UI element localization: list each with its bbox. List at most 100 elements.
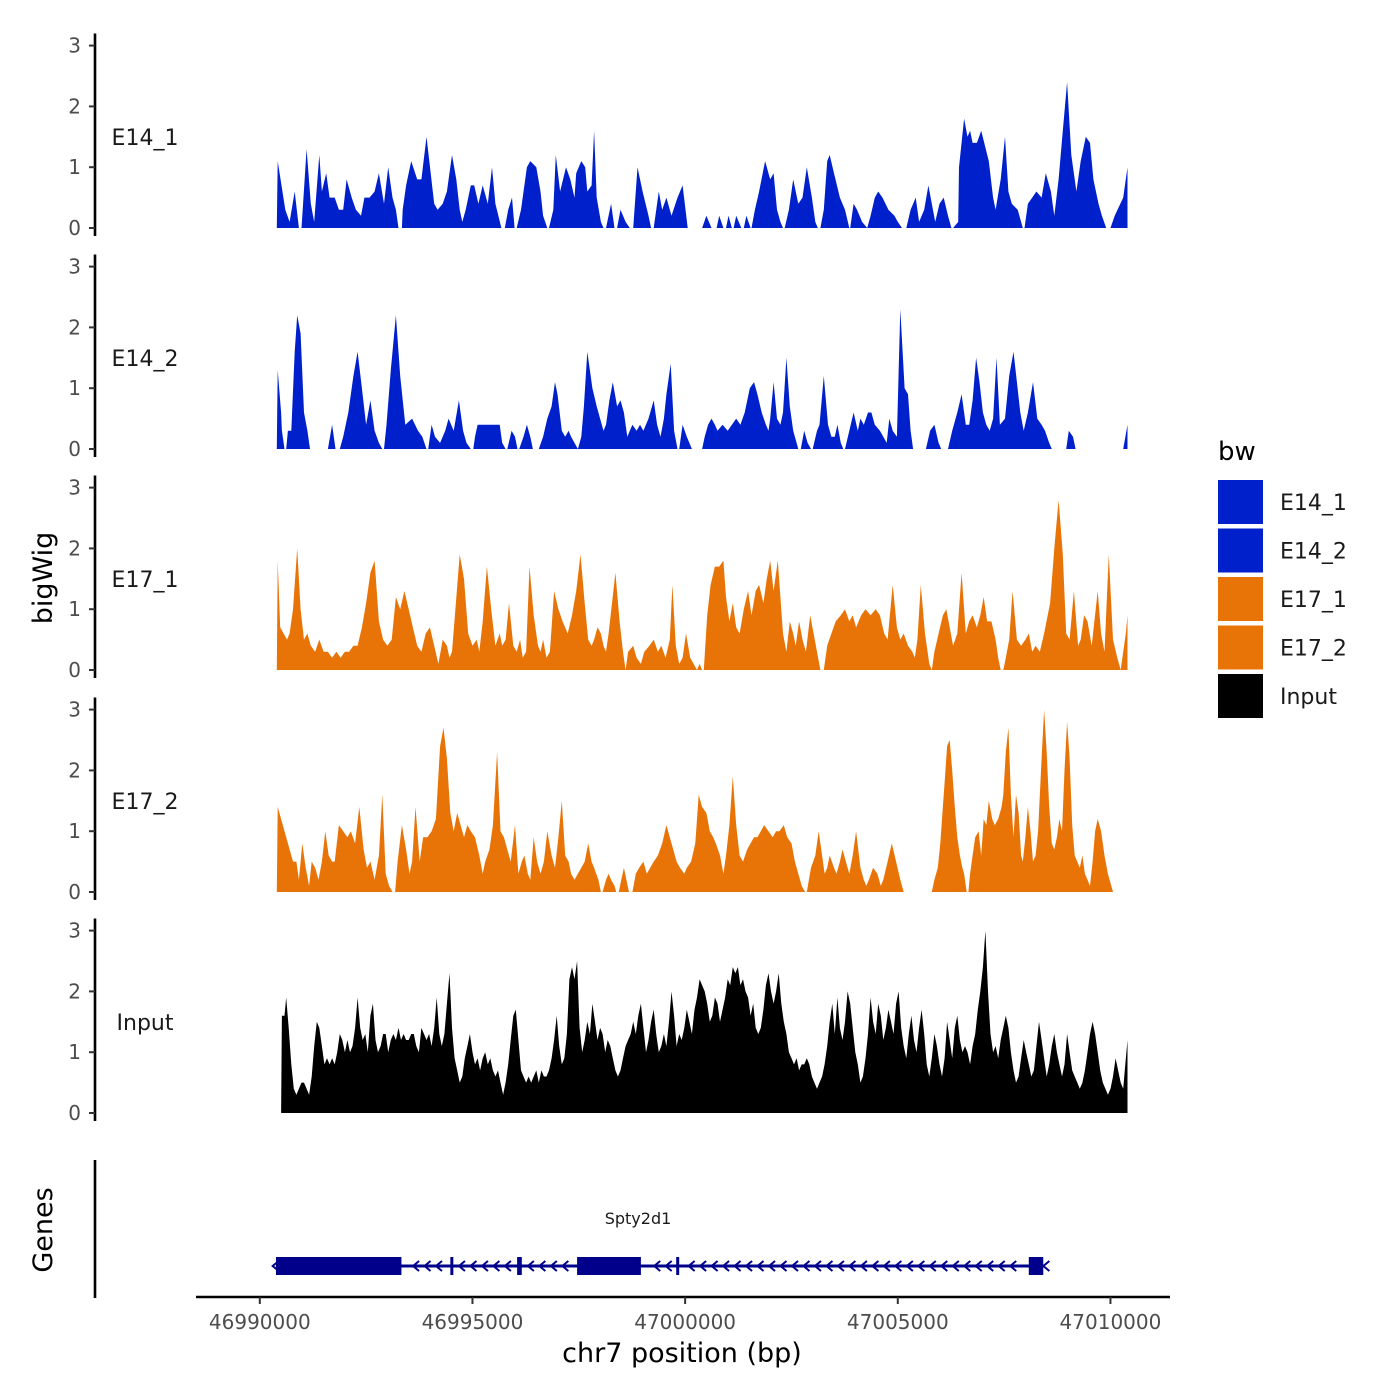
gene-exon: [1028, 1257, 1044, 1275]
strand-arrow: [859, 1260, 868, 1272]
strand-arrow: [778, 1260, 788, 1272]
y-tick-label: 3: [68, 34, 81, 58]
strand-arrow: [882, 1260, 891, 1272]
y-tick-label: 1: [68, 819, 81, 843]
strand-arrow: [755, 1260, 765, 1272]
y-tick-label: 2: [68, 536, 81, 560]
strand-arrow: [985, 1260, 994, 1272]
strand-arrow: [480, 1260, 489, 1272]
track-label: E14_2: [112, 347, 179, 372]
strand-arrow: [870, 1260, 880, 1272]
legend-swatch: [1218, 625, 1263, 670]
y-axis-title: bigWig: [28, 532, 59, 625]
legend-item: E17_1: [1218, 577, 1347, 621]
track-label: E17_2: [112, 790, 179, 815]
gene-track: Spty2d1: [93, 1160, 1051, 1298]
strand-arrow: [893, 1260, 903, 1272]
legend-item: E17_2: [1218, 625, 1347, 670]
strand-arrow: [836, 1260, 845, 1272]
strand-arrow: [1041, 1260, 1051, 1272]
strand-arrow: [411, 1260, 420, 1272]
strand-arrow: [801, 1260, 811, 1272]
strand-arrow: [503, 1260, 512, 1272]
gene-exon: [517, 1257, 522, 1275]
legend-item: Input: [1218, 674, 1337, 718]
y-tick-label: 0: [68, 1101, 81, 1125]
track-Input: 0 1 2 3 Input: [68, 918, 1128, 1125]
y-tick-label: 0: [68, 437, 81, 461]
tracks-layer: 0 1 2 3 E14_1 0 1 2 3 E14_2 0 1 2 3 E17_1 0 1 2 3 E17_2 0 1 2 3…: [68, 33, 1128, 1125]
strand-arrow: [1008, 1260, 1017, 1272]
strand-arrow: [951, 1260, 960, 1272]
x-tick-label: 47010000: [1060, 1310, 1162, 1334]
legend-label: E14_1: [1280, 491, 1347, 516]
strand-arrow: [434, 1260, 443, 1272]
track-E17_1: 0 1 2 3 E17_1: [68, 475, 1128, 682]
area-E17_2: [276, 709, 1113, 892]
strand-arrow: [939, 1260, 948, 1272]
strand-arrow: [744, 1260, 753, 1272]
y-tick-label: 3: [68, 255, 81, 279]
strand-arrow: [664, 1260, 673, 1272]
legend-swatch: [1218, 480, 1263, 524]
strand-arrow: [710, 1260, 719, 1272]
track-label: Input: [117, 1011, 174, 1036]
strand-arrow: [997, 1260, 1006, 1272]
strand-arrow: [790, 1260, 799, 1272]
strand-arrow: [767, 1260, 776, 1272]
gene-name-label: Spty2d1: [605, 1209, 672, 1228]
y-tick-label: 2: [68, 315, 81, 339]
strand-arrow: [733, 1260, 742, 1272]
area-Input: [281, 930, 1128, 1113]
legend-label: E14_2: [1280, 540, 1347, 565]
strand-arrow: [652, 1260, 661, 1272]
y-tick-label: 2: [68, 758, 81, 782]
gene-exon: [275, 1257, 402, 1275]
strand-arrow: [537, 1260, 547, 1272]
y-tick-label: 3: [68, 698, 81, 722]
y-tick-label: 0: [68, 658, 81, 682]
area-E17_1: [276, 499, 1128, 670]
strand-arrow: [526, 1260, 535, 1272]
x-tick-label: 47005000: [847, 1310, 949, 1334]
strand-arrow: [457, 1260, 466, 1272]
track-E14_1: 0 1 2 3 E14_1: [68, 33, 1128, 240]
x-axis-title: chr7 position (bp): [562, 1338, 802, 1369]
track-E14_2: 0 1 2 3 E14_2: [68, 254, 1128, 461]
legend-swatch: [1218, 577, 1263, 621]
strand-arrow: [813, 1260, 822, 1272]
strand-arrow: [491, 1260, 501, 1272]
genes-axis-title: Genes: [28, 1187, 59, 1272]
x-tick-label: 46995000: [422, 1310, 524, 1334]
strand-arrow: [549, 1260, 558, 1272]
y-tick-label: 0: [68, 216, 81, 240]
legend-label: Input: [1280, 685, 1337, 710]
strand-arrow: [847, 1260, 857, 1272]
strand-arrow: [560, 1260, 569, 1272]
x-tick-label: 47000000: [634, 1310, 736, 1334]
y-tick-label: 2: [68, 979, 81, 1003]
legend-swatch: [1218, 528, 1263, 573]
y-tick-label: 1: [68, 597, 81, 621]
gene-exon: [450, 1257, 454, 1275]
strand-arrow: [422, 1260, 432, 1272]
track-label: E17_1: [112, 568, 179, 593]
strand-arrow: [468, 1260, 478, 1272]
strand-arrow: [928, 1260, 937, 1272]
legend-item: E14_2: [1218, 528, 1347, 573]
strand-arrow: [916, 1260, 925, 1272]
area-E14_2: [276, 309, 1128, 449]
legend-title: bw: [1218, 437, 1256, 467]
strand-arrow: [905, 1260, 914, 1272]
strand-arrow: [721, 1260, 730, 1272]
x-tick-label: 46990000: [209, 1310, 311, 1334]
track-E17_2: 0 1 2 3 E17_2: [68, 697, 1113, 904]
gene-exon: [577, 1257, 641, 1275]
strand-arrow: [824, 1260, 834, 1272]
x-axis: 46990000 46995000 47000000 47005000 47010000: [196, 1295, 1170, 1334]
legend-label: E17_1: [1280, 588, 1347, 613]
strand-arrow: [974, 1260, 983, 1272]
strand-arrow: [687, 1260, 696, 1272]
legend-swatch: [1218, 674, 1263, 718]
